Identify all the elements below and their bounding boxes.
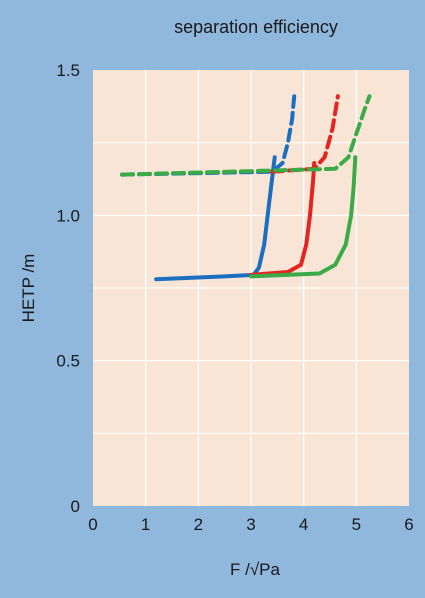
x-tick-label: 5 <box>352 515 361 534</box>
x-tick-labels: 0 1 2 3 4 5 6 <box>88 515 413 534</box>
y-tick-label: 1.0 <box>56 206 80 225</box>
x-tick-label: 6 <box>404 515 413 534</box>
series-line-green-solid <box>249 155 358 279</box>
y-tick-label: 0 <box>71 497 80 516</box>
y-tick-label: 1.5 <box>56 61 80 80</box>
y-tick-label: 0.5 <box>56 352 80 371</box>
grid-lines <box>93 70 409 506</box>
y-axis-label: HETP /m <box>19 254 38 323</box>
y-tick-labels: 0 0.5 1.0 1.5 <box>56 61 80 516</box>
series-line-green-dashed <box>120 94 372 177</box>
x-tick-label: 2 <box>194 515 203 534</box>
x-tick-label: 4 <box>299 515 308 534</box>
x-tick-label: 3 <box>246 515 255 534</box>
x-axis-label: F /√Pa <box>230 560 280 579</box>
series-line-blue-solid <box>154 155 277 282</box>
curves <box>120 94 372 282</box>
series-line-red-solid <box>249 161 317 277</box>
x-tick-label: 0 <box>88 515 97 534</box>
x-tick-label: 1 <box>141 515 150 534</box>
chart-title: separation efficiency <box>174 17 338 37</box>
